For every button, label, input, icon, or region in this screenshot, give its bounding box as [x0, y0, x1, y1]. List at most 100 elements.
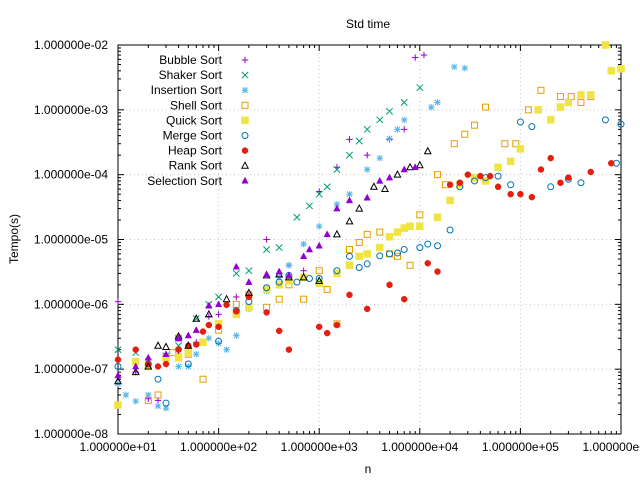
data-point	[376, 176, 384, 184]
data-point	[547, 183, 555, 191]
data-point	[113, 376, 123, 385]
data-point	[315, 267, 323, 275]
data-point	[315, 190, 323, 198]
data-point	[471, 121, 479, 129]
data-point	[345, 261, 354, 270]
data-point	[275, 267, 283, 275]
data-point	[386, 250, 394, 258]
data-point	[154, 363, 162, 370]
legend-label: Quick Sort	[166, 113, 223, 127]
legend-marker	[241, 101, 249, 109]
data-point	[346, 190, 353, 198]
data-point	[114, 346, 122, 354]
data-point	[114, 298, 122, 305]
data-point	[233, 332, 240, 339]
legend-marker	[241, 176, 249, 184]
data-point	[534, 106, 542, 114]
data-point	[199, 328, 207, 335]
y-tick-label: 1.000000e-04	[34, 168, 108, 182]
data-point	[557, 179, 564, 187]
data-point	[184, 348, 193, 357]
data-point	[355, 252, 363, 261]
data-point	[154, 391, 162, 399]
data-point	[393, 249, 401, 257]
data-point	[434, 171, 442, 179]
data-point	[601, 41, 610, 49]
data-point	[393, 252, 401, 260]
data-point	[175, 346, 182, 353]
data-point	[385, 233, 394, 241]
data-point	[323, 183, 331, 191]
data-point	[420, 51, 428, 59]
data-point	[114, 356, 122, 363]
data-point	[205, 321, 213, 329]
data-point	[556, 93, 564, 101]
data-point	[323, 329, 331, 337]
data-point	[193, 351, 200, 358]
data-point	[114, 362, 122, 370]
data-point	[461, 64, 468, 72]
data-point	[363, 260, 371, 268]
legend-label: Shell Sort	[170, 98, 223, 112]
x-tick-label: 1.000000e+01	[79, 440, 156, 454]
data-point	[400, 246, 408, 254]
data-point	[131, 367, 140, 376]
data-point	[423, 146, 432, 155]
data-point	[564, 98, 573, 107]
data-point	[428, 103, 435, 111]
data-point	[363, 230, 371, 238]
y-tick-label: 1.000000e-07	[34, 362, 108, 376]
data-point	[333, 267, 341, 275]
data-point	[232, 269, 240, 277]
data-point	[184, 341, 193, 349]
data-point	[222, 294, 231, 303]
y-tick-label: 1.000000e-02	[34, 38, 108, 52]
legend-label: Rank Sort	[169, 159, 223, 173]
data-point	[355, 263, 363, 271]
legend-marker	[240, 161, 250, 169]
data-point	[262, 285, 271, 294]
data-point	[275, 295, 283, 303]
data-point	[300, 240, 307, 248]
data-point	[162, 360, 170, 368]
data-point	[400, 98, 408, 106]
data-point	[333, 165, 341, 174]
data-point	[556, 103, 565, 111]
data-point	[524, 106, 532, 114]
chart-title: Std time	[346, 17, 390, 31]
data-point	[345, 252, 353, 260]
data-point	[617, 65, 625, 73]
y-axis-label: Tempo(s)	[7, 214, 21, 264]
data-point	[433, 213, 442, 222]
data-point	[565, 174, 572, 181]
data-point	[333, 321, 341, 329]
data-point	[175, 363, 182, 370]
data-point	[434, 268, 441, 275]
data-point	[275, 327, 283, 335]
data-point	[114, 401, 122, 409]
data-point	[154, 375, 162, 383]
data-point	[144, 361, 153, 370]
data-point	[546, 116, 555, 124]
data-point	[215, 293, 223, 301]
data-point	[161, 342, 171, 350]
series-selection-sort	[114, 163, 419, 379]
data-point	[587, 168, 594, 176]
data-point	[263, 245, 271, 254]
data-point	[262, 270, 271, 278]
data-point	[494, 183, 502, 191]
data-point	[199, 375, 207, 383]
data-point	[376, 252, 384, 260]
data-point	[415, 160, 424, 169]
data-point	[376, 154, 383, 162]
data-point	[204, 309, 213, 318]
data-point	[245, 278, 253, 285]
data-point	[169, 349, 177, 357]
data-point	[315, 275, 323, 283]
data-point	[446, 196, 454, 205]
data-point	[315, 323, 323, 331]
data-point	[245, 293, 253, 301]
legend-marker	[241, 116, 249, 125]
data-point	[393, 170, 402, 178]
